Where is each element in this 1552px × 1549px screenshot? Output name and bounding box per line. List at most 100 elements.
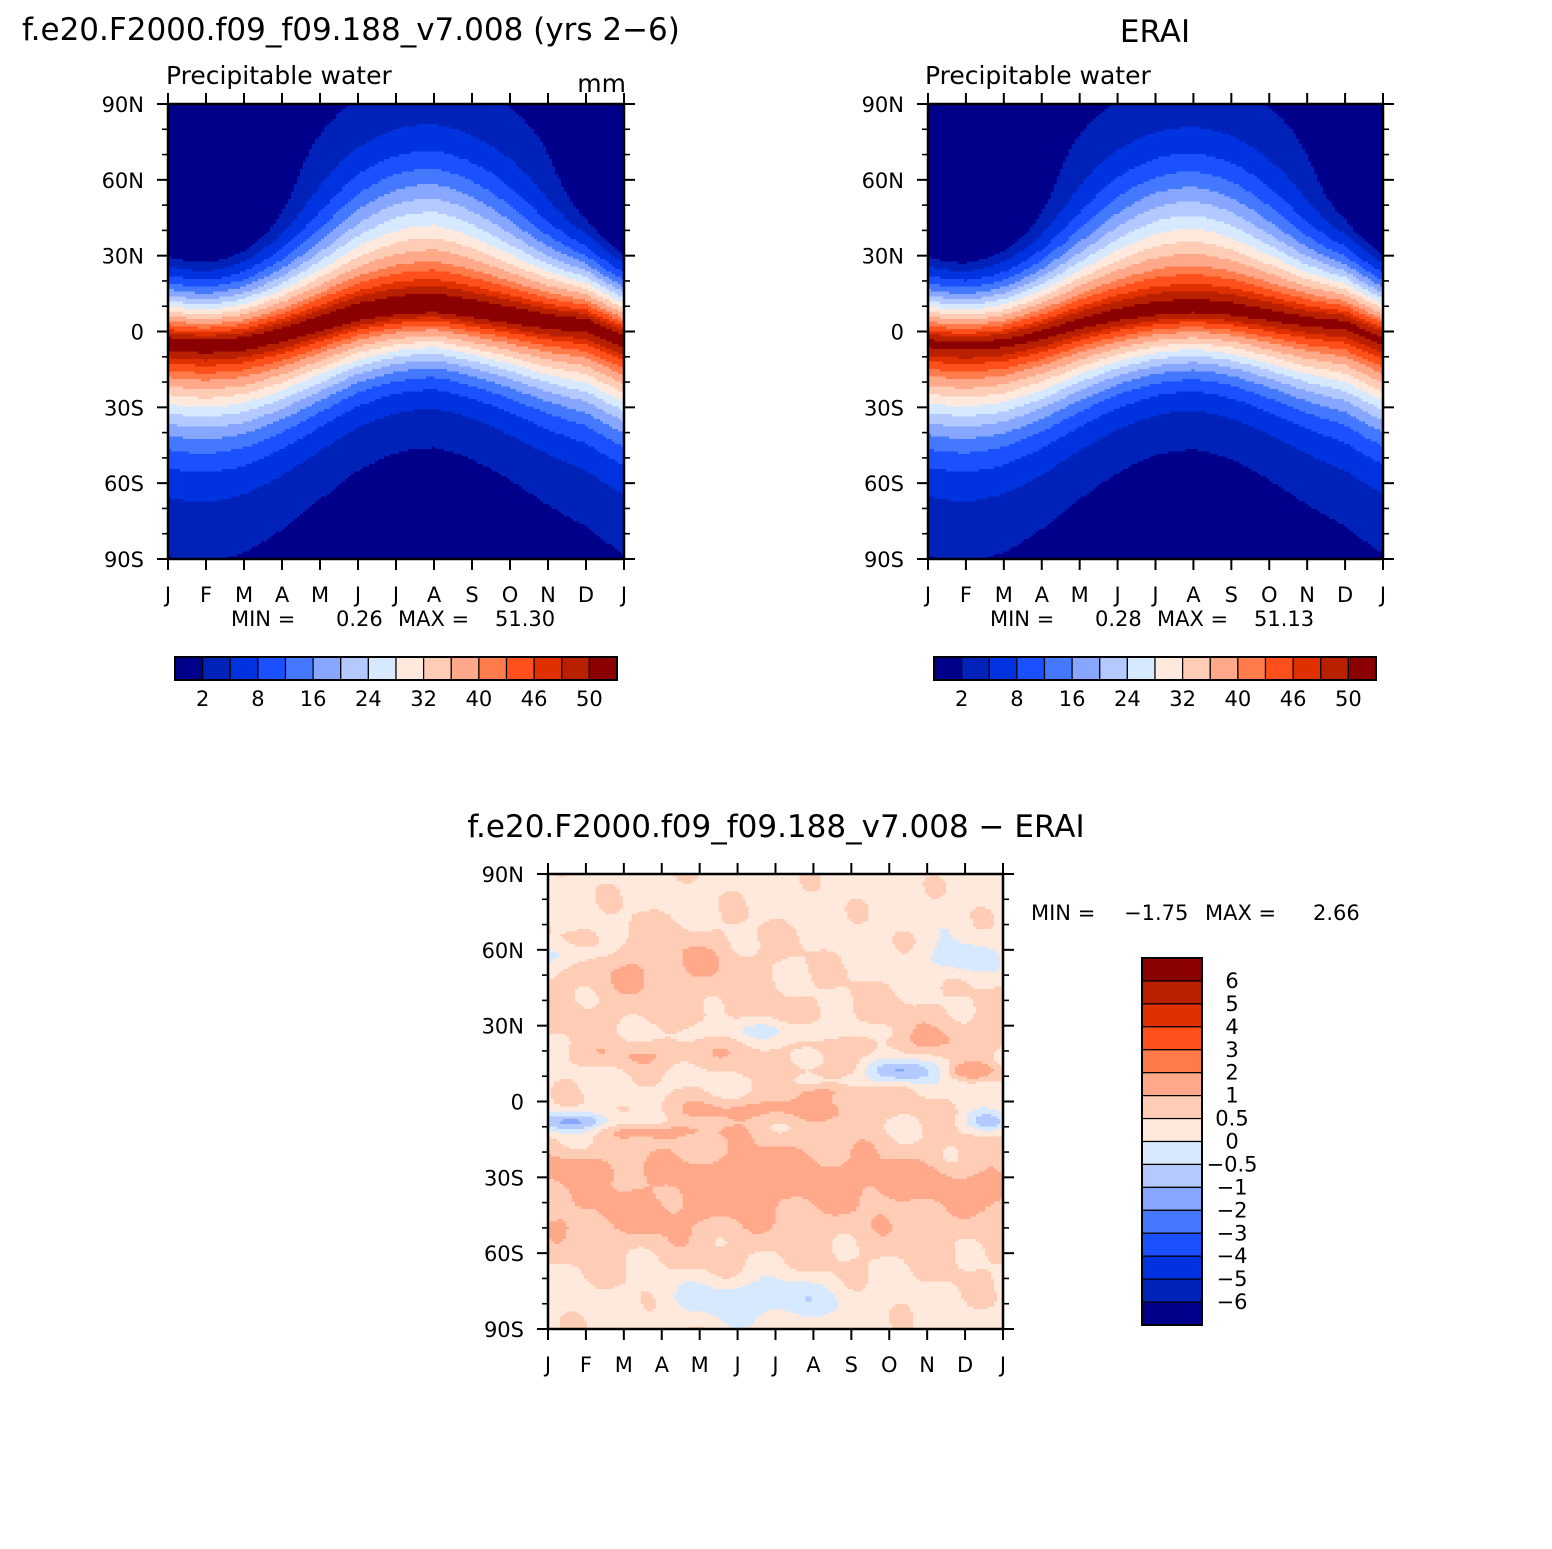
panel-model-field-cell <box>213 269 247 273</box>
panel-diff-field-cell <box>682 964 720 968</box>
panel-model-field-cell <box>552 264 571 268</box>
panel-model-field-cell <box>381 396 469 400</box>
panel-model-field-cell <box>594 321 607 325</box>
panel-erai-field-cell <box>993 294 1016 298</box>
panel-erai-field-cell <box>1044 274 1058 278</box>
panel-erai-field-cell <box>1161 291 1219 295</box>
panel-erai-field-cell <box>1137 184 1240 188</box>
panel-model-field-cell <box>510 349 541 353</box>
panel-erai-field-cell <box>1380 429 1383 433</box>
panel-model-field-cell <box>216 371 262 375</box>
panel-diff-field-cell <box>889 986 941 990</box>
panel-model-field-cell <box>294 361 316 365</box>
panel-diff-field-cell <box>595 891 621 895</box>
panel-diff-field-cell <box>958 1074 989 1078</box>
panel-erai-field-cell <box>1365 364 1381 368</box>
panel-erai-field-cell <box>930 289 992 293</box>
panel-model-field-cell <box>510 204 532 208</box>
panel-erai-field-cell <box>1086 296 1109 300</box>
panel-model-field-cell <box>384 456 469 460</box>
panel-diff-field-cell <box>718 996 816 1000</box>
panel-erai-field-cell <box>1044 266 1058 270</box>
panel-erai-x-tick-label: J <box>923 583 931 607</box>
panel-erai-field-cell <box>1332 464 1383 468</box>
panel-erai-field-cell <box>1077 311 1103 315</box>
panel-model-field-cell <box>315 501 544 505</box>
panel-model-field-cell <box>405 186 451 190</box>
panel-erai-field-cell <box>1020 439 1058 443</box>
panel-erai-field-cell <box>1311 454 1366 458</box>
panel-erai-field-cell <box>1296 301 1327 305</box>
panel-erai-field-cell <box>1008 296 1025 300</box>
panel-diff-field-cell <box>655 1056 720 1060</box>
panel-model-field-cell <box>342 186 370 190</box>
panel-model-field-cell <box>555 171 624 175</box>
panel-erai-field-cell <box>1098 211 1121 215</box>
panel-diff-field-cell <box>775 981 816 985</box>
panel-model-field-cell <box>312 234 328 238</box>
panel-diff-field-cell <box>820 1081 839 1085</box>
panel-erai-field-cell <box>1185 449 1198 453</box>
panel-model-field-cell <box>555 431 598 435</box>
panel-model-field-cell <box>612 306 624 310</box>
panel-erai-y-tick-label: 30S <box>864 396 904 420</box>
panel-diff-field-cell <box>550 926 630 930</box>
panel-erai-field-cell <box>1080 131 1157 135</box>
panel-diff-field-cell <box>739 1016 774 1020</box>
panel-model-field-cell <box>318 261 334 265</box>
panel-erai-field-cell <box>1089 336 1115 340</box>
panel-diff-field-cell <box>811 979 851 983</box>
panel-erai-field-cell <box>1203 241 1243 245</box>
panel-erai-field-cell <box>1059 211 1082 215</box>
panel-model-field-cell <box>333 269 352 273</box>
panel-model-field-cell <box>291 224 307 228</box>
panel-erai-field-cell <box>1074 329 1103 333</box>
panel-erai-field-cell <box>963 279 968 283</box>
panel-model-field-cell <box>615 396 624 400</box>
panel-erai-field-cell <box>1374 281 1383 285</box>
panel-model-field-cell <box>552 339 589 343</box>
panel-diff-field-cell <box>548 1051 570 1055</box>
panel-erai-field-cell <box>1032 366 1058 370</box>
panel-model-field-cell <box>171 376 238 380</box>
panel-model-field-cell <box>279 476 349 480</box>
panel-diff-field-cell <box>598 999 705 1003</box>
panel-model-field-cell <box>366 356 394 360</box>
panel-diff-field-cell <box>916 941 938 945</box>
panel-diff-field-cell <box>817 1001 854 1005</box>
panel-model-field-cell <box>450 321 475 325</box>
panel-erai-field-cell <box>1245 331 1276 335</box>
panel-model-field-cell <box>507 376 532 380</box>
panel-diff-field-cell <box>850 899 863 903</box>
panel-model-field-cell <box>363 294 406 298</box>
panel-diff-field-cell <box>548 1034 567 1038</box>
panel-erai-field-cell <box>1305 149 1383 153</box>
panel-model-field-cell <box>555 314 589 318</box>
panel-model-field-cell <box>330 199 352 203</box>
panel-model-field-cell <box>273 411 298 415</box>
panel-model-field-cell <box>552 256 574 260</box>
panel-model-field-cell <box>375 164 478 168</box>
panel-erai-field-cell <box>981 276 1010 280</box>
panel-model-field-cell <box>309 344 328 348</box>
panel-erai-field-cell <box>993 274 1016 278</box>
panel-erai-field-cell <box>1269 434 1324 438</box>
panel-erai-field-cell <box>1305 451 1363 455</box>
panel-diff-field-cell <box>808 966 845 970</box>
panel-erai-field-cell <box>1053 276 1067 280</box>
panel-model-field-cell <box>297 439 337 443</box>
panel-erai-field-cell <box>1260 151 1306 155</box>
panel-model-field-cell <box>345 106 511 110</box>
panel-erai-field-cell <box>939 301 986 305</box>
panel-erai-field-cell <box>1182 186 1199 190</box>
panel-erai-field-cell <box>1353 474 1383 478</box>
panel-erai-field-cell <box>1239 461 1327 465</box>
panel-erai-field-cell <box>1038 449 1082 453</box>
panel-erai-field-cell <box>928 104 1112 108</box>
panel-erai-field-cell <box>1299 251 1318 255</box>
panel-erai-field-cell <box>1011 326 1031 330</box>
panel-diff-field-cell <box>682 926 759 930</box>
panel-erai-field-cell <box>1266 219 1288 223</box>
panel-erai-field-cell <box>1380 444 1383 448</box>
panel-erai-field-cell <box>1362 356 1381 360</box>
